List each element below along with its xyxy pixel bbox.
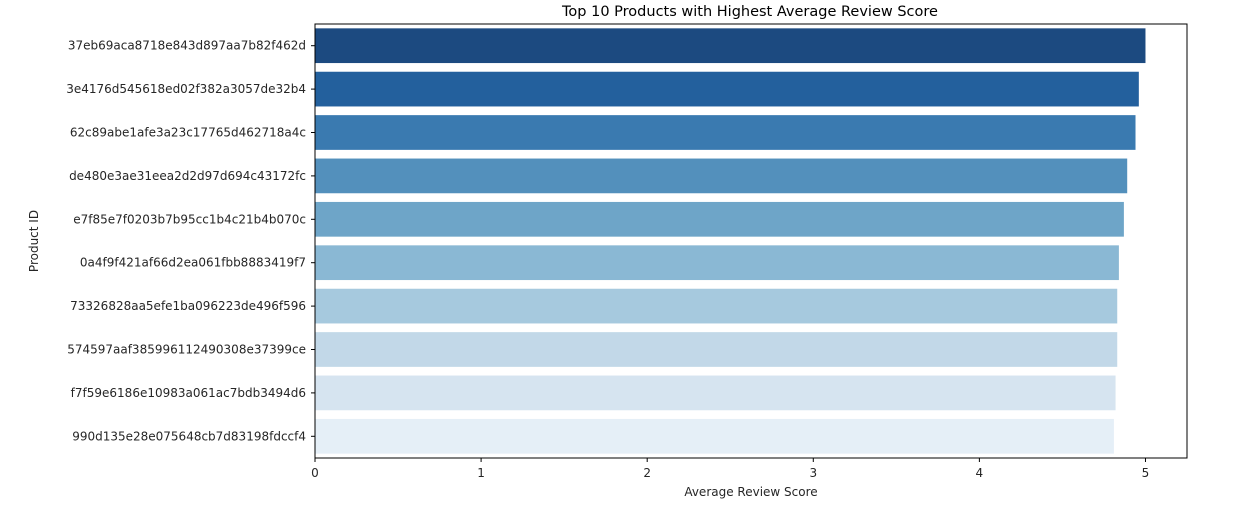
x-axis-label: Average Review Score — [684, 485, 817, 499]
bar — [315, 71, 1139, 107]
y-tick-label: 574597aaf385996112490308e37399ce — [67, 343, 306, 357]
bars-layer — [315, 28, 1146, 454]
y-tick-label: e7f85e7f0203b7b95cc1b4c21b4b070c — [73, 212, 306, 226]
bar — [315, 201, 1124, 237]
bar — [315, 115, 1136, 150]
x-tick-label: 0 — [311, 466, 319, 480]
x-tick-label: 2 — [643, 466, 651, 480]
y-tick-label: 37eb69aca8718e843d897aa7b82f462d — [68, 39, 306, 53]
bar — [315, 158, 1128, 194]
bar — [315, 288, 1118, 324]
y-tick-label: de480e3ae31eea2d2d97d694c43172fc — [69, 169, 306, 183]
bar — [315, 245, 1119, 281]
y-tick-label: 990d135e28e075648cb7d83198fdccf4 — [72, 429, 306, 443]
y-tick-label: 73326828aa5efe1ba096223de496f596 — [70, 299, 306, 313]
y-tick-label: 62c89abe1afe3a23c17765d462718a4c — [70, 126, 306, 140]
x-tick-label: 5 — [1142, 466, 1150, 480]
x-axis: 0 1 2 3 4 5 — [311, 458, 1149, 480]
y-axis-label: Product ID — [27, 210, 41, 272]
chart-title: Top 10 Products with Highest Average Rev… — [561, 4, 938, 20]
x-tick-label: 4 — [976, 466, 984, 480]
x-tick-label: 3 — [809, 466, 817, 480]
x-tick-label: 1 — [477, 466, 485, 480]
plot-frame — [314, 23, 1188, 459]
y-tick-label: 3e4176d545618ed02f382a3057de32b4 — [66, 82, 306, 96]
bar — [315, 375, 1116, 411]
bar — [315, 418, 1114, 454]
y-tick-label: 0a4f9f421af66d2ea061fbb8883419f7 — [80, 256, 306, 270]
y-tick-label: f7f59e6186e10983a061ac7bdb3494d6 — [71, 386, 306, 400]
bar — [315, 28, 1146, 64]
bar — [315, 332, 1118, 367]
y-axis: 37eb69aca8718e843d897aa7b82f462d 3e4176d5… — [66, 39, 315, 443]
